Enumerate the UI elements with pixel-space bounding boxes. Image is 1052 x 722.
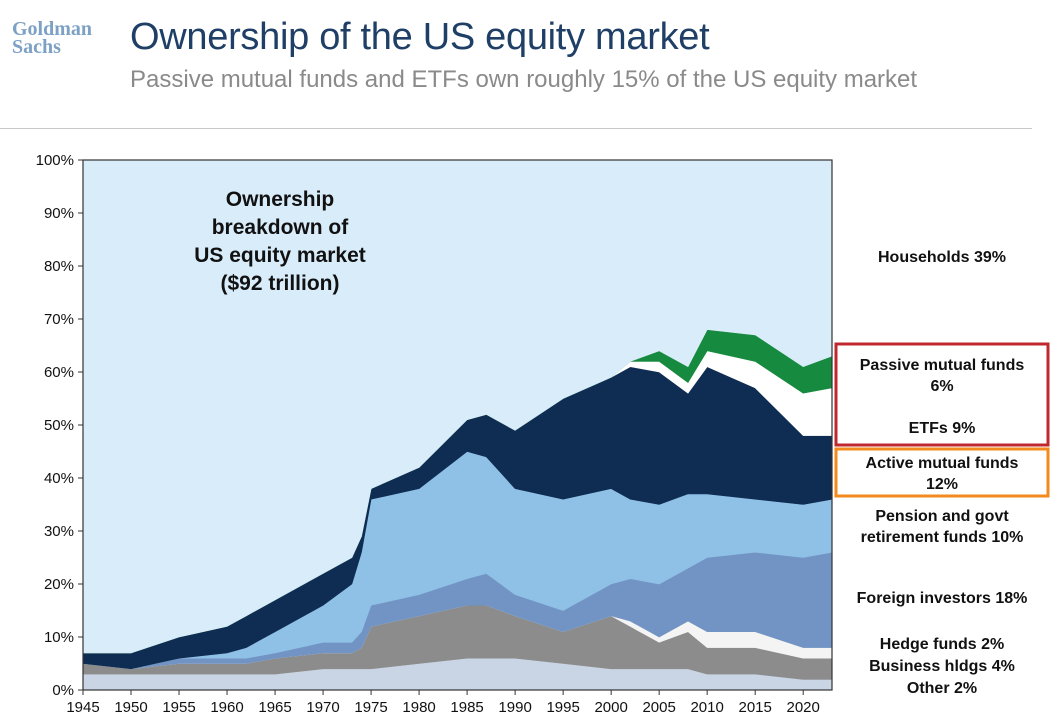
label-active-line-1: Active mutual funds — [866, 455, 1019, 472]
y-tick-label: 80% — [44, 258, 74, 275]
y-tick-label: 10% — [44, 629, 74, 646]
y-tick-label: 60% — [44, 364, 74, 381]
x-tick-label: 2005 — [642, 699, 675, 716]
y-axis: 0% 10% 20% 30% 40% 50% 60% 70% 80% 90% 100% — [36, 152, 83, 699]
logo-line-2: Sachs — [12, 36, 61, 58]
label-business-holdings: Business hldgs 4% — [869, 658, 1015, 675]
header-divider — [0, 128, 1032, 129]
y-tick-label: 30% — [44, 523, 74, 540]
passive-etf-highlight-box — [834, 342, 1050, 447]
label-passive-line-1: Passive mutual funds — [860, 357, 1025, 374]
logo-line-1: Goldman — [12, 18, 93, 40]
x-tick-label: 1975 — [354, 699, 387, 716]
label-hedge-funds: Hedge funds 2% — [880, 636, 1004, 653]
y-tick-label: 90% — [44, 205, 74, 222]
y-tick-label: 0% — [52, 682, 74, 699]
x-tick-label: 1970 — [306, 699, 339, 716]
label-passive-line-2: 6% — [930, 378, 953, 395]
x-axis: 1945 1950 1955 1960 1965 1970 1975 1980 1985 1990… — [66, 690, 820, 716]
inner-label: Ownership breakdown of US equity market … — [194, 188, 366, 295]
x-tick-label: 1980 — [402, 699, 435, 716]
stacked-areas — [82, 159, 833, 691]
inner-label-line-1: Ownership — [226, 188, 335, 211]
y-tick-label: 100% — [36, 152, 74, 169]
goldman-sachs-logo: Goldman Sachs — [12, 18, 112, 58]
x-tick-label: 1985 — [450, 699, 483, 716]
y-tick-label: 20% — [44, 576, 74, 593]
x-tick-label: 1950 — [114, 699, 147, 716]
x-tick-label: 2000 — [594, 699, 627, 716]
x-tick-label: 1995 — [546, 699, 579, 716]
series-labels: Households 39% Passive mutual funds 6% E… — [857, 249, 1028, 697]
label-pension-line-1: Pension and govt — [875, 508, 1009, 525]
x-tick-label: 2020 — [787, 699, 820, 716]
y-tick-label: 70% — [44, 311, 74, 328]
label-etfs: ETFs 9% — [909, 420, 976, 437]
active-highlight-box — [834, 447, 1050, 498]
label-foreign: Foreign investors 18% — [857, 590, 1028, 607]
inner-label-line-3: US equity market — [194, 244, 366, 267]
x-tick-label: 2015 — [738, 699, 771, 716]
label-other: Other 2% — [907, 680, 977, 697]
page-subtitle: Passive mutual funds and ETFs own roughl… — [130, 66, 918, 93]
y-tick-label: 50% — [44, 417, 74, 434]
x-tick-label: 1960 — [210, 699, 243, 716]
y-tick-label: 40% — [44, 470, 74, 487]
label-pension-line-2: retirement funds 10% — [861, 529, 1024, 546]
x-tick-label: 1955 — [162, 699, 195, 716]
x-tick-label: 2010 — [690, 699, 723, 716]
label-households: Households 39% — [878, 249, 1006, 266]
x-tick-label: 1965 — [258, 699, 291, 716]
inner-label-line-2: breakdown of — [212, 216, 350, 239]
x-tick-label: 1945 — [66, 699, 99, 716]
inner-label-line-4: ($92 trillion) — [220, 272, 339, 295]
label-active-line-2: 12% — [926, 476, 958, 493]
page-title: Ownership of the US equity market — [130, 16, 710, 58]
x-tick-label: 1990 — [498, 699, 531, 716]
